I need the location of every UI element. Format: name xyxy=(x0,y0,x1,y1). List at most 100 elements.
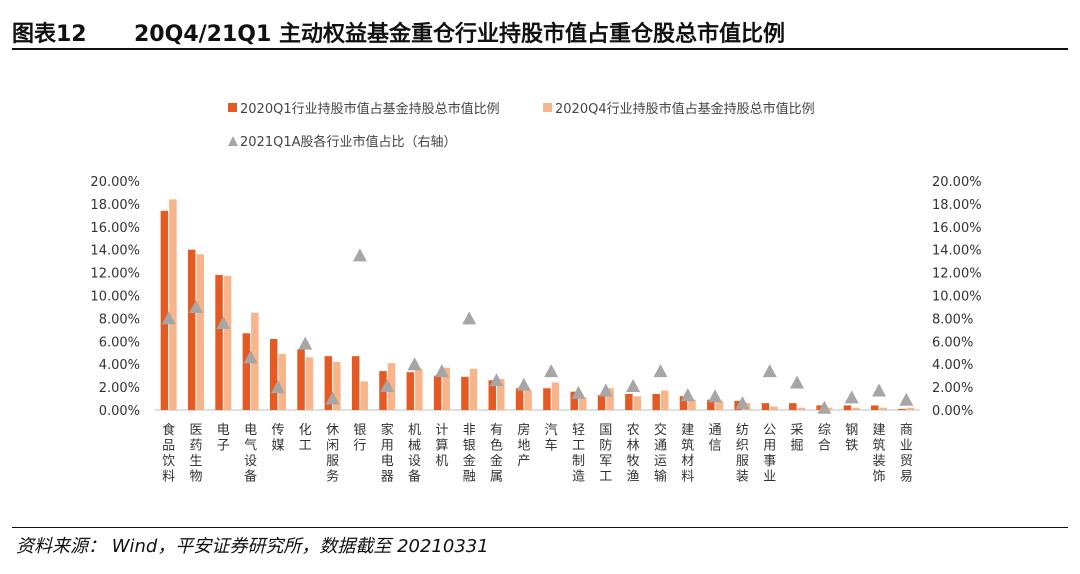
bar-2020q1 xyxy=(461,376,469,410)
marker-2021q1 xyxy=(216,315,231,329)
marker-2021q1 xyxy=(270,380,285,394)
bar-2020q4 xyxy=(551,382,560,410)
bar-2020q4 xyxy=(906,407,915,410)
marker-2021q1 xyxy=(434,364,449,378)
category-label: 纺织服装 xyxy=(736,423,749,485)
marker-2021q1 xyxy=(489,373,504,387)
bar-2020q1 xyxy=(269,339,278,410)
right-axis-tick-label: 0.00% xyxy=(932,404,973,419)
category-label: 非银金融 xyxy=(463,423,476,485)
category-label: 综合 xyxy=(818,423,831,454)
bar-2020q1 xyxy=(543,388,551,410)
bar-2020q4 xyxy=(660,390,669,410)
marker-2021q1 xyxy=(626,378,641,392)
marker-2021q1 xyxy=(571,385,586,399)
bar-2020q1 xyxy=(297,349,305,410)
right-axis-tick-label: 10.00% xyxy=(932,290,982,305)
combo-bar-marker-chart: 2020Q1行业持股市值占基金持股总市值比例 2020Q4行业持股市值占基金持股总… xyxy=(90,101,982,485)
bar-2020q4 xyxy=(524,390,532,410)
category-label: 食品饮料 xyxy=(162,422,175,485)
bar-2020q4 xyxy=(606,388,614,410)
marker-2021q1 xyxy=(380,378,395,392)
bar-2020q4 xyxy=(578,397,587,410)
bar-2020q1 xyxy=(351,356,360,410)
legend-swatch-2 xyxy=(543,103,552,112)
bar-2020q4 xyxy=(497,379,505,410)
bar-2020q1 xyxy=(433,375,442,410)
marker-2021q1 xyxy=(844,390,859,404)
category-label: 房地产 xyxy=(517,422,530,469)
bar-2020q1 xyxy=(160,210,169,410)
left-axis-tick-label: 4.00% xyxy=(99,358,140,373)
right-axis-tick-label: 16.00% xyxy=(932,221,982,236)
bar-2020q1 xyxy=(215,274,223,410)
bar-2020q1 xyxy=(488,380,497,410)
bar-2020q4 xyxy=(278,353,286,410)
marker-2021q1 xyxy=(899,392,914,406)
left-axis-tick-label: 10.00% xyxy=(90,290,140,305)
footer-divider xyxy=(12,527,1068,528)
right-axis-tick-label: 6.00% xyxy=(932,335,973,350)
marker-2021q1 xyxy=(762,364,777,378)
bar-2020q1 xyxy=(625,393,633,410)
legend-swatch-1 xyxy=(228,103,237,112)
bar-2020q4 xyxy=(797,407,806,410)
bar-2020q4 xyxy=(633,396,642,410)
marker-2021q1 xyxy=(188,299,203,313)
right-axis-tick-label: 20.00% xyxy=(932,175,982,190)
bar-2020q4 xyxy=(169,199,177,410)
bar-2020q1 xyxy=(871,405,879,410)
marker-2021q1 xyxy=(680,388,695,402)
marker-2021q1 xyxy=(243,350,258,364)
category-label: 公用事业 xyxy=(763,423,776,485)
category-label: 通信 xyxy=(709,423,722,454)
bar-2020q1 xyxy=(898,408,906,410)
bar-2020q1 xyxy=(515,388,524,410)
category-label: 国防军工 xyxy=(599,423,612,485)
bar-2020q4 xyxy=(387,363,396,410)
marker-2021q1 xyxy=(544,364,559,378)
marker-2021q1 xyxy=(325,391,340,405)
figure-number: 图表12 xyxy=(12,22,87,47)
bar-2020q1 xyxy=(789,403,797,410)
category-label: 电子 xyxy=(217,423,230,454)
category-label: 商业贸易 xyxy=(900,423,913,485)
bar-2020q1 xyxy=(707,399,715,410)
left-axis-tick-label: 8.00% xyxy=(99,312,140,327)
marker-2021q1 xyxy=(708,389,723,403)
category-label: 休闲服务 xyxy=(326,423,339,485)
right-axis-tick-label: 4.00% xyxy=(932,358,973,373)
category-label: 电气设备 xyxy=(244,423,257,485)
bar-2020q4 xyxy=(305,357,314,410)
left-axis-tick-label: 20.00% xyxy=(90,175,140,190)
bar-2020q4 xyxy=(715,400,724,410)
right-axis-tick-label: 12.00% xyxy=(932,267,982,282)
category-label: 建筑材料 xyxy=(681,423,694,485)
marker-2021q1 xyxy=(462,311,477,325)
marker-2021q1 xyxy=(817,400,832,414)
legend-label-2: 2020Q4行业持股市值占基金持股总市值比例 xyxy=(555,101,815,117)
category-label: 传媒 xyxy=(271,423,284,454)
bar-2020q1 xyxy=(679,396,688,410)
right-axis-tick-label: 18.00% xyxy=(932,198,982,213)
left-axis-tick-label: 6.00% xyxy=(99,335,140,350)
category-label: 化工 xyxy=(299,423,312,454)
right-axis-tick-label: 8.00% xyxy=(932,312,973,327)
bar-2020q4 xyxy=(415,368,423,410)
marker-2021q1 xyxy=(872,383,887,397)
bar-2020q1 xyxy=(324,356,333,410)
category-label: 建筑装饰 xyxy=(873,423,886,485)
right-axis-tick-label: 14.00% xyxy=(932,244,982,259)
legend-swatch-3 xyxy=(228,136,238,146)
bar-2020q1 xyxy=(816,405,824,410)
bar-2020q1 xyxy=(597,395,606,410)
marker-2021q1 xyxy=(352,248,367,262)
bar-2020q4 xyxy=(223,276,232,410)
left-axis-tick-label: 16.00% xyxy=(90,221,140,236)
category-label: 有色金属 xyxy=(490,423,503,485)
marker-2021q1 xyxy=(516,377,531,391)
marker-2021q1 xyxy=(298,336,313,350)
marker-2021q1 xyxy=(161,311,176,325)
category-label: 医药生物 xyxy=(189,423,202,485)
category-label: 交通运输 xyxy=(654,422,667,485)
